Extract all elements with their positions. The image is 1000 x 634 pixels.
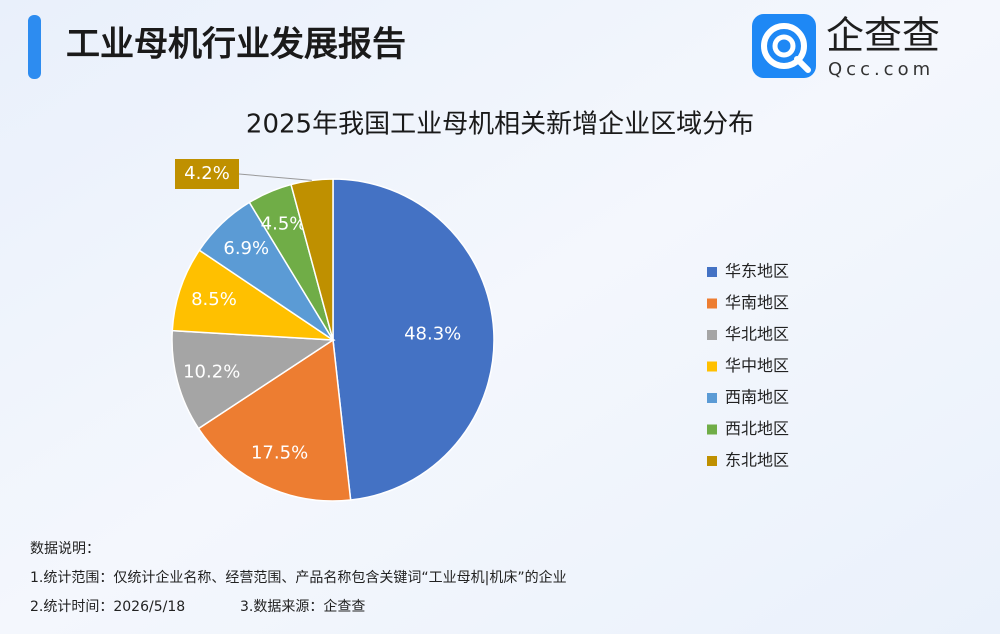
legend-label: 华南地区 [725,293,789,312]
value-label: 8.5% [191,289,237,310]
logo-handle [794,56,811,73]
value-label: 17.5% [251,443,308,464]
legend-swatch [707,267,717,277]
value-label: 48.3% [404,324,461,345]
legend-label: 西北地区 [725,419,789,438]
legend-label: 华中地区 [725,356,789,375]
legend-swatch [707,424,717,435]
value-label: 10.2% [183,362,240,383]
logo-ring [761,23,807,69]
leader-line [238,173,312,181]
legend-label: 华东地区 [725,262,789,281]
header-title: 工业母机行业发展报告 [66,25,406,65]
notes-heading: 数据说明： [30,541,100,557]
legend-swatch [707,330,717,340]
legend-swatch [707,361,717,372]
pie-slice [290,178,334,341]
notes-source: 3.数据来源：企查查 [240,598,365,615]
legend-label: 西南地区 [725,388,789,407]
logo-text: 企查查 [826,14,940,58]
pie: 48.3% 17.5% 10.2% 8.5% 6.9% 4.5% 4.2% [171,159,495,502]
legend-label: 华北地区 [725,325,789,344]
legend-label: 东北地区 [725,451,789,470]
value-label-box [175,159,239,189]
legend-swatch [707,456,717,466]
pie-slice [171,249,336,341]
value-label: 6.9% [223,238,269,259]
value-label: 4.5% [261,214,307,235]
pie-slice [332,178,495,501]
notes-scope: 1.统计范围：仅统计企业名称、经营范围、产品名称包含关键词“工业母机|机床”的企… [30,569,567,586]
value-label: 4.2% [184,163,230,184]
logo: 企查查 Qcc.com [752,14,940,80]
legend-swatch [707,298,717,309]
chart-title: 2025年我国工业母机相关新增企业区域分布 [246,110,754,140]
header-accent [28,15,41,79]
pie-slice [197,338,352,502]
logo-ring [772,34,796,58]
notes-time: 2.统计时间：2026/5/18 [30,599,185,615]
legend-swatch [707,393,717,403]
logo-sub: Qcc.com [828,59,934,80]
pie-slice [171,329,336,430]
